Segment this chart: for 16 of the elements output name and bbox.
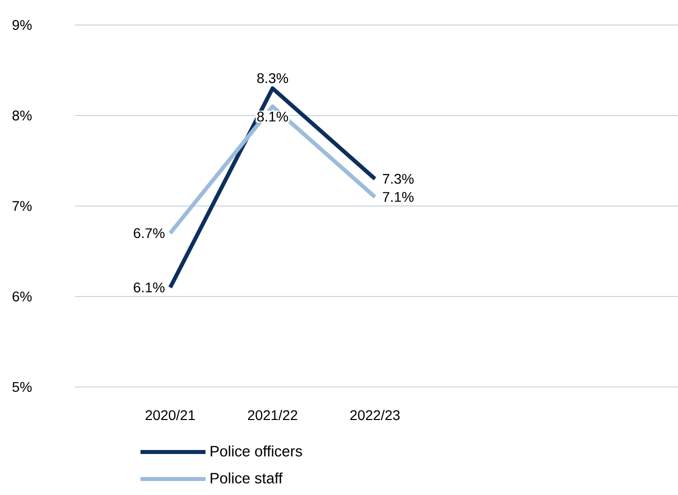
data-label: 7.3% xyxy=(382,174,414,184)
y-tick-label: 8% xyxy=(12,110,32,120)
legend-label: Police officers xyxy=(210,445,302,456)
x-tick-label: 2020/21 xyxy=(146,410,195,420)
legend-label: Police staff xyxy=(210,472,283,484)
data-label: 6.7% xyxy=(134,228,165,238)
data-label: 7.1% xyxy=(382,192,414,202)
y-tick-label: 9% xyxy=(12,20,32,30)
y-tick-label: 6% xyxy=(12,292,32,302)
y-tick-label: 7% xyxy=(12,201,32,211)
data-label: 8.1% xyxy=(257,112,288,122)
data-label: 8.3% xyxy=(257,73,288,84)
data-label: 6.1% xyxy=(134,282,165,292)
x-tick-label: 2021/22 xyxy=(248,410,298,420)
x-tick-label: 2022/23 xyxy=(350,410,400,420)
y-tick-label: 5% xyxy=(12,382,32,392)
